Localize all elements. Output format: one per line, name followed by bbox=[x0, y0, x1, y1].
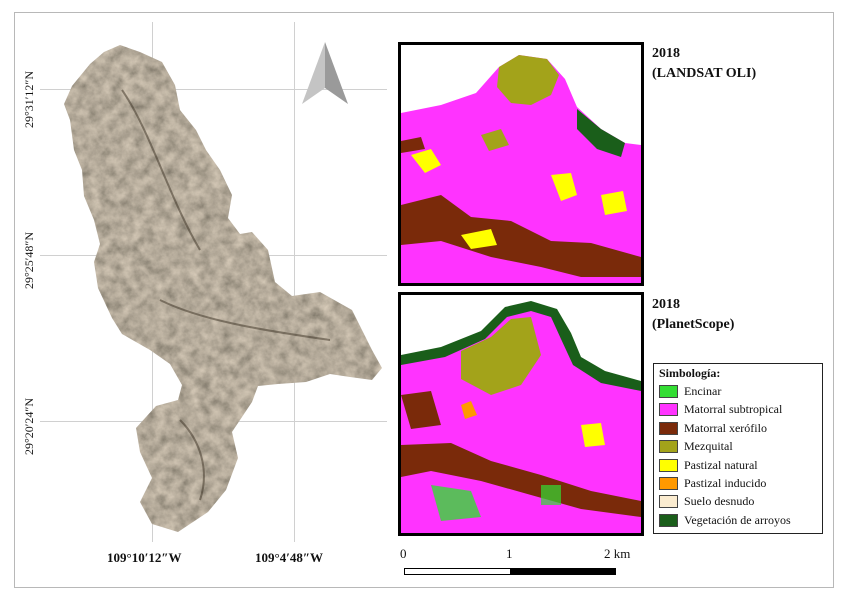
scale-bar-segment-2 bbox=[510, 569, 615, 574]
scale-label-1: 1 bbox=[506, 546, 513, 561]
landsat-title-year: 2018 bbox=[652, 46, 680, 61]
legend: Simbología: Encinar Matorral subtropical M… bbox=[653, 363, 823, 534]
legend-swatch bbox=[659, 513, 678, 527]
legend-swatch bbox=[659, 421, 678, 435]
legend-item: Pastizal inducido bbox=[659, 475, 766, 492]
legend-item: Matorral xerófilo bbox=[659, 420, 767, 437]
landsat-title-source: (LANDSAT OLI) bbox=[652, 66, 757, 81]
lon-label-1: 109°10′12″W bbox=[107, 550, 182, 565]
legend-swatch bbox=[659, 458, 678, 472]
legend-swatch bbox=[659, 440, 678, 454]
legend-item: Vegetación de arroyos bbox=[659, 512, 791, 529]
legend-label: Mezquital bbox=[684, 439, 733, 454]
landsat-classification-map bbox=[401, 45, 641, 283]
planetscope-panel bbox=[398, 292, 644, 536]
legend-item: Matorral subtropical bbox=[659, 401, 782, 418]
planetscope-title-source: (PlanetScope) bbox=[652, 317, 735, 332]
legend-label: Matorral subtropical bbox=[684, 402, 783, 417]
scale-bar-segment-1 bbox=[405, 569, 510, 574]
legend-label: Suelo desnudo bbox=[684, 494, 755, 509]
legend-label: Matorral xerófilo bbox=[684, 420, 767, 435]
graticule-lon-2 bbox=[294, 22, 295, 542]
scale-label-2: 2 km bbox=[604, 546, 631, 561]
scale-label-0: 0 bbox=[400, 546, 407, 561]
legend-swatch bbox=[659, 403, 678, 417]
landsat-panel bbox=[398, 42, 644, 286]
legend-swatch bbox=[659, 477, 678, 490]
planetscope-classification-map bbox=[401, 295, 641, 533]
legend-label: Pastizal natural bbox=[684, 457, 758, 472]
legend-item: Suelo desnudo bbox=[659, 493, 754, 510]
legend-item: Pastizal natural bbox=[659, 457, 758, 474]
legend-label: Vegetación de arroyos bbox=[684, 512, 791, 527]
north-arrow-icon bbox=[302, 42, 348, 104]
legend-swatch bbox=[659, 385, 678, 398]
lon-label-2: 109°4′48″W bbox=[255, 550, 324, 565]
planetscope-title-year: 2018 bbox=[652, 297, 680, 312]
study-area-shape bbox=[64, 45, 382, 532]
scale-bar bbox=[404, 568, 616, 575]
graticule-lat-1 bbox=[40, 89, 387, 90]
legend-label: Pastizal inducido bbox=[684, 476, 767, 490]
legend-swatch bbox=[659, 495, 678, 509]
legend-label: Encinar bbox=[684, 384, 722, 398]
legend-item: Mezquital bbox=[659, 438, 733, 455]
legend-item: Encinar bbox=[659, 383, 721, 400]
legend-title: Simbología: bbox=[659, 366, 721, 380]
